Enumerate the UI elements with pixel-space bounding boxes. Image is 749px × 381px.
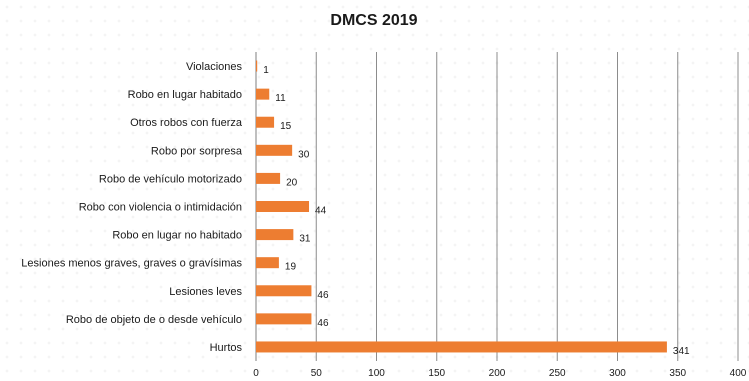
bar — [256, 285, 312, 297]
category-label: Robo con violencia o intimidación — [79, 202, 242, 214]
x-tick-label: 250 — [549, 368, 566, 379]
bar — [256, 60, 258, 72]
bar — [256, 201, 310, 212]
bar — [256, 313, 312, 325]
category-label: Violaciones — [186, 61, 243, 73]
bar — [256, 144, 293, 156]
category-label: Robo de vehículo motorizado — [99, 173, 242, 185]
bars — [256, 60, 667, 353]
category-label: Robo en lugar no habitado — [112, 230, 242, 242]
x-tick-label: 300 — [609, 368, 626, 379]
gridlines — [255, 52, 739, 361]
bar — [256, 116, 275, 128]
value-label: 19 — [285, 262, 297, 273]
value-label: 1 — [263, 65, 269, 76]
x-tick-label: 50 — [311, 368, 323, 379]
x-tick-label: 100 — [368, 368, 385, 379]
value-label: 341 — [673, 346, 690, 357]
bar — [256, 172, 281, 184]
bar — [256, 229, 294, 241]
value-label: 11 — [275, 93, 286, 104]
bar — [256, 257, 279, 269]
bar — [256, 88, 270, 100]
value-label: 44 — [315, 206, 327, 217]
x-tick-label: 350 — [669, 368, 686, 379]
value-label: 30 — [298, 149, 310, 160]
category-label: Lesiones menos graves, graves o gravísim… — [21, 258, 242, 270]
value-label: 46 — [317, 318, 329, 329]
value-label: 15 — [280, 121, 292, 132]
category-label: Otros robos con fuerza — [130, 117, 243, 129]
value-label: 31 — [299, 234, 311, 245]
value-label: 20 — [286, 177, 298, 188]
category-label: Hurtos — [210, 342, 243, 354]
x-tick-label: 0 — [253, 368, 259, 379]
value-label: 46 — [317, 290, 329, 301]
x-tick-label: 400 — [730, 368, 747, 379]
chart-title: DMCS 2019 — [330, 12, 417, 29]
category-label: Robo por sorpresa — [151, 145, 243, 157]
x-tick-label: 200 — [489, 368, 506, 379]
category-labels: Violaciones Robo en lugar habitado Otros r… — [21, 61, 243, 354]
x-tick-label: 150 — [428, 368, 445, 379]
x-axis-ticks: 0 50 100 150 200 250 300 350 400 — [253, 368, 747, 379]
bar — [256, 341, 667, 353]
category-label: Robo en lugar habitado — [128, 89, 242, 101]
category-label: Lesiones leves — [169, 286, 242, 298]
category-label: Robo de objeto de o desde vehículo — [66, 314, 242, 326]
